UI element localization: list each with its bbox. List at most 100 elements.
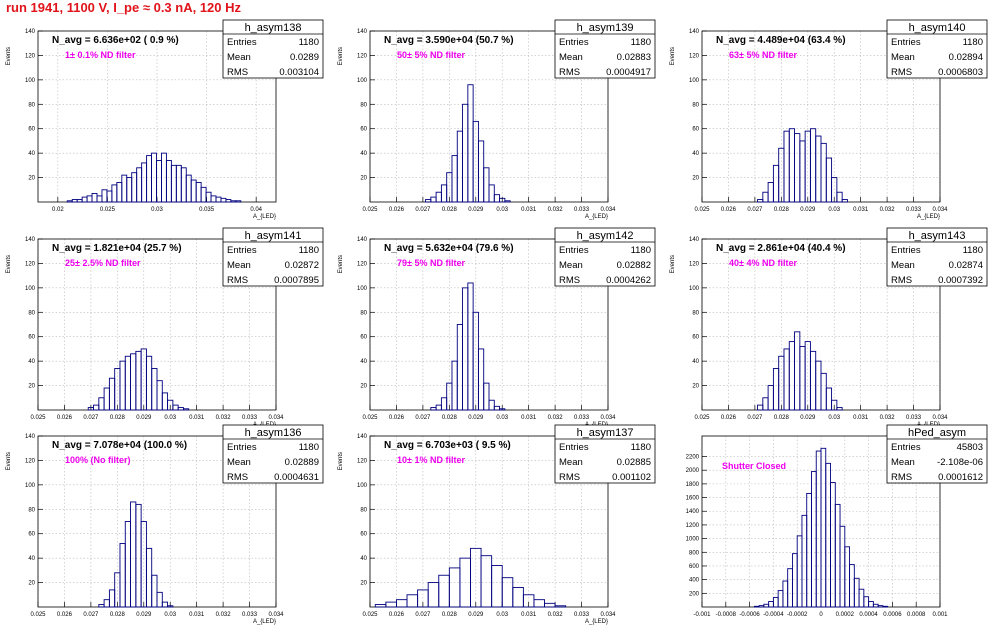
stats-box: hPed_asym Entries 45803 Mean -2.108e-06 RMS 0.… — [886, 424, 988, 484]
histogram-bin — [195, 182, 202, 203]
histogram-bin — [438, 574, 450, 608]
stats-value-entries: 1180 — [631, 37, 651, 48]
x-tick-label: 0.032 — [216, 612, 232, 618]
x-tick-label: 0.032 — [548, 612, 564, 618]
histogram-bin — [119, 543, 126, 608]
filter-annotation: 63± 5% ND filter — [729, 50, 797, 60]
x-tick-label: 0.025 — [694, 207, 710, 213]
histogram-bin — [462, 287, 469, 411]
stats-box: h_asym142 Entries 1180 Mean 0.02882 RMS 0.0004… — [554, 227, 656, 287]
stats-box-frame — [554, 227, 656, 287]
stats-label-entries: Entries — [227, 37, 257, 48]
stats-label-entries: Entries — [227, 245, 257, 256]
x-tick-label: 0.0002 — [836, 612, 855, 618]
y-tick-label: 60 — [360, 127, 367, 133]
histogram-bin — [834, 503, 841, 608]
x-tick-label: 0.033 — [242, 415, 258, 421]
histogram-panel-h-asym141: 0.025 0.026 0.027 0.028 0.029 0.03 0.031 0.032 0… — [0, 227, 332, 435]
y-tick-label: 120 — [689, 53, 700, 59]
histogram-bin — [868, 601, 874, 608]
histogram-plot: 0.025 0.026 0.027 0.028 0.029 0.03 0.031 0.032 0… — [338, 227, 656, 428]
y-tick-label: 60 — [28, 127, 35, 133]
histogram-bin — [799, 140, 806, 203]
histogram-bin — [820, 447, 827, 608]
histogram-panel-h-asym138: 0.02 0.025 0.03 0.035 0.04 20 40 60 80 100 120 140 E… — [0, 19, 332, 227]
y-tick-label: 40 — [692, 359, 699, 365]
stats-value-rms: 0.0007392 — [938, 275, 983, 286]
histogram-panel-h-asym143: 0.025 0.026 0.027 0.028 0.029 0.03 0.031 0.032 0… — [664, 227, 996, 435]
x-tick-label: 0.033 — [574, 207, 590, 213]
x-tick-label: 0.028 — [110, 612, 126, 618]
y-tick-label: 100 — [689, 78, 700, 84]
stats-value-mean: -2.108e-06 — [937, 457, 983, 468]
histogram-bin — [131, 172, 138, 203]
stats-label-entries: Entries — [891, 442, 921, 453]
y-tick-label: 100 — [25, 483, 36, 489]
y-tick-label: 800 — [689, 550, 700, 556]
histogram-bin — [544, 602, 556, 608]
histogram-bin — [86, 195, 93, 203]
x-tick-label: 0.031 — [853, 415, 869, 421]
y-tick-label: 40 — [28, 556, 35, 562]
x-tick-label: 0.026 — [721, 207, 737, 213]
y-tick-label: 20 — [692, 384, 699, 390]
x-tick-label: 0.026 — [389, 207, 405, 213]
x-axis-label: A_{LED} — [253, 619, 276, 625]
histogram-name: h_asym143 — [909, 230, 966, 242]
stats-box: h_asym139 Entries 1180 Mean 0.02883 RMS 0.0004… — [554, 19, 656, 79]
histogram-bin — [175, 164, 182, 203]
histogram-bin — [501, 577, 514, 608]
histogram-bin — [156, 380, 163, 411]
histogram-bin — [504, 200, 511, 203]
stats-box-frame — [886, 19, 988, 79]
histogram-bin — [783, 130, 790, 203]
y-tick-label: 1000 — [686, 537, 700, 543]
histogram-bin — [811, 471, 817, 608]
histogram-panel-h-asym136: 0.025 0.026 0.027 0.028 0.029 0.03 0.031 0.032 0… — [0, 424, 332, 632]
y-tick-label: 40 — [28, 151, 35, 157]
navg-label: N_avg = 5.632e+04 (79.6 %) — [384, 243, 514, 254]
histogram-bin — [483, 167, 490, 203]
x-tick-label: 0.03 — [164, 612, 176, 618]
x-tick-label: 0.033 — [906, 207, 922, 213]
x-tick-label: 0.029 — [800, 415, 816, 421]
histogram-bin — [456, 130, 464, 203]
histogram-bin — [135, 503, 142, 608]
y-tick-label: 80 — [692, 310, 699, 316]
navg-label: N_avg = 6.703e+03 ( 9.5 %) — [384, 440, 511, 451]
y-tick-label: 20 — [28, 384, 35, 390]
histogram-bin — [820, 142, 827, 203]
x-tick-label: 0.031 — [521, 612, 537, 618]
histogram-bin — [385, 601, 397, 608]
stats-box-frame — [886, 227, 988, 287]
y-tick-label: 100 — [357, 78, 368, 84]
histogram-bin — [146, 155, 152, 203]
histogram-name: h_asym137 — [577, 427, 634, 439]
x-axis-label: A_{LED} — [917, 214, 940, 220]
histogram-bin — [491, 565, 503, 608]
histogram-bin — [111, 184, 118, 203]
x-tick-label: 0.029 — [468, 415, 484, 421]
histogram-bin — [488, 399, 495, 411]
histogram-bin — [185, 174, 192, 203]
stats-label-rms: RMS — [559, 67, 580, 78]
y-tick-label: 80 — [28, 310, 35, 316]
histogram-bin — [103, 599, 110, 608]
x-tick-label: 0.031 — [189, 612, 205, 618]
histogram-bin — [215, 196, 222, 203]
stats-value-mean: 0.02883 — [617, 52, 651, 63]
x-tick-label: 0.029 — [468, 207, 484, 213]
histogram-bin — [200, 186, 207, 203]
y-tick-label: 20 — [28, 176, 35, 182]
histogram-bin — [480, 555, 493, 608]
histogram-bin — [772, 596, 779, 608]
x-tick-label: 0.03 — [151, 207, 163, 213]
stats-label-mean: Mean — [891, 260, 915, 271]
filter-annotation: 79± 5% ND filter — [397, 258, 465, 268]
stats-value-rms: 0.003104 — [279, 67, 319, 78]
histogram-bin — [406, 594, 419, 608]
histogram-bin — [374, 604, 387, 608]
y-tick-label: 100 — [25, 286, 36, 292]
histogram-bin — [172, 404, 179, 411]
stats-box-frame — [554, 19, 656, 79]
